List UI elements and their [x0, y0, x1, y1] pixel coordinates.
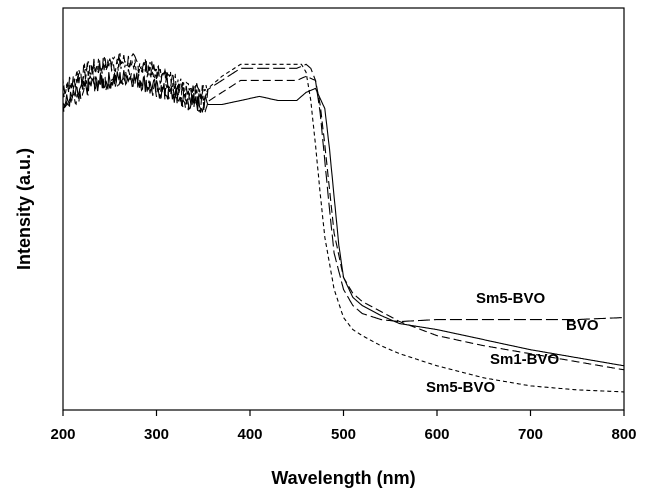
x-axis-title: Wavelength (nm) — [271, 468, 415, 488]
x-axis-tick-labels: 200 300 400 500 600 700 800 — [50, 426, 636, 443]
series-label-4: Sm5-BVO — [426, 379, 496, 396]
series-label-2: BVO — [566, 317, 599, 334]
x-tick-label: 400 — [237, 426, 262, 443]
series-line-2 — [62, 70, 625, 367]
x-tick-label: 800 — [611, 426, 636, 443]
x-tick-label: 300 — [144, 426, 169, 443]
x-axis-ticks — [62, 410, 625, 416]
x-tick-label: 500 — [331, 426, 356, 443]
x-tick-label: 600 — [424, 426, 449, 443]
series-label-3: Sm1-BVO — [490, 351, 560, 368]
series-line-1 — [62, 52, 625, 323]
series-label-1: Sm5-BVO — [476, 290, 546, 307]
series-line-3 — [62, 69, 625, 371]
x-tick-label: 700 — [518, 426, 543, 443]
series-line-4 — [62, 53, 624, 393]
series-labels: Sm5-BVO BVO Sm1-BVO Sm5-BVO — [426, 290, 599, 396]
x-tick-label: 200 — [50, 426, 75, 443]
y-axis-title: Intensity (a.u.) — [14, 148, 34, 270]
series-layer — [62, 52, 625, 393]
